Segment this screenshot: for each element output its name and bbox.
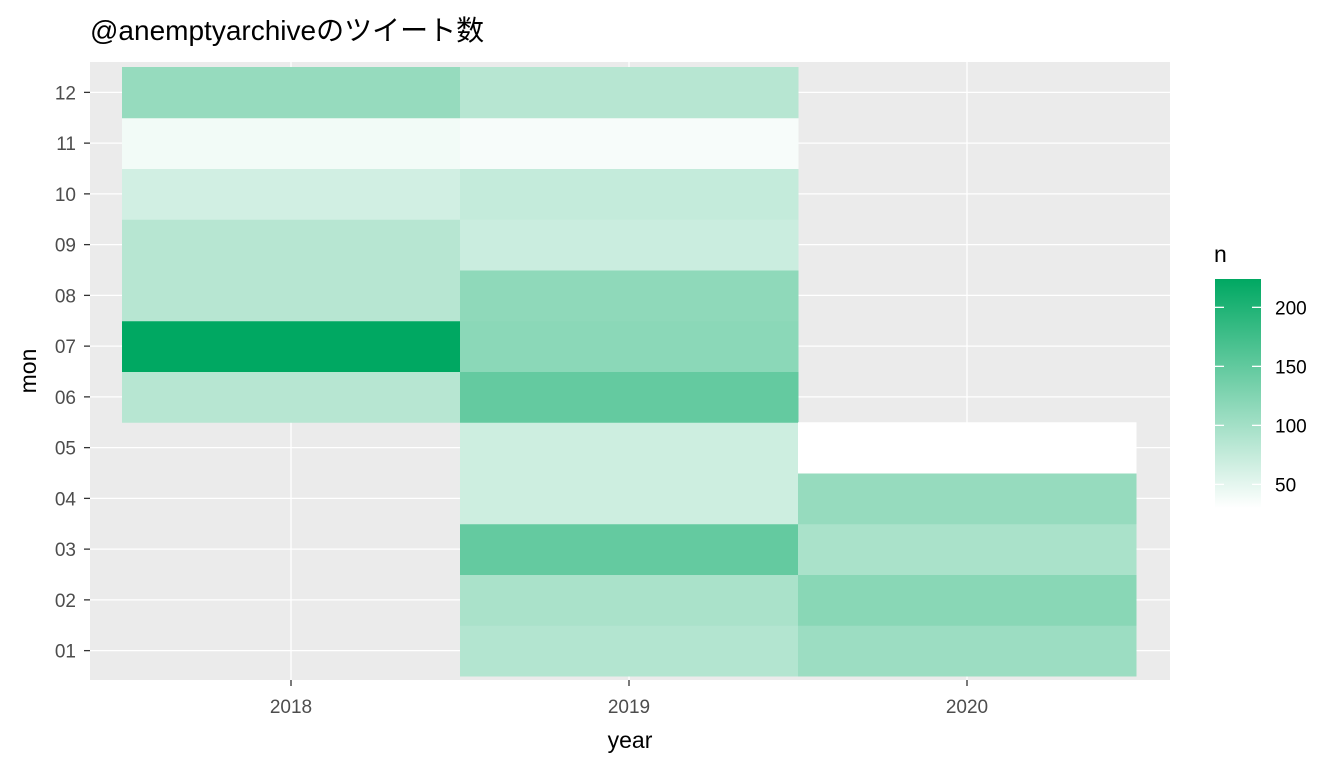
heatmap-cell [460, 270, 799, 322]
heatmap-cell [122, 117, 461, 169]
heatmap-cell [460, 320, 799, 372]
heatmap-cell [798, 574, 1137, 626]
heatmap-cell [460, 117, 799, 169]
heatmap-cell [460, 219, 799, 271]
y-axis-ticks: 01 02 03 04 05 06 07 08 09 10 11 12 [55, 83, 90, 663]
y-tick-label: 11 [56, 134, 76, 155]
heatmap-cell [460, 371, 799, 423]
heatmap-cell [122, 168, 461, 220]
heatmap-cell [460, 523, 799, 575]
heatmap-cell [798, 625, 1137, 677]
heatmap-cell [122, 270, 461, 322]
x-axis-ticks: 2018 2019 2020 [270, 680, 988, 718]
legend-tick-label: 100 [1275, 416, 1307, 437]
heatmap-cell [798, 422, 1137, 474]
heatmap-cell [122, 371, 461, 423]
y-tick-label: 04 [55, 489, 77, 510]
legend-ticks: 50 100 150 200 [1215, 298, 1307, 496]
x-tick-label: 2019 [608, 697, 650, 718]
y-tick-label: 03 [55, 540, 76, 561]
legend-tick-label: 50 [1275, 475, 1296, 496]
y-axis-title: mon [15, 349, 41, 394]
heatmap-cell [122, 320, 461, 372]
x-tick-label: 2020 [946, 697, 988, 718]
legend-title: n [1214, 241, 1227, 267]
legend-tick-label: 150 [1275, 357, 1307, 378]
heatmap-cell [460, 574, 799, 626]
heatmap-cell [798, 523, 1137, 575]
y-tick-label: 09 [55, 236, 76, 257]
legend-colorbar [1215, 279, 1261, 508]
x-axis-title: year [608, 727, 653, 753]
y-tick-label: 07 [55, 337, 76, 358]
x-tick-label: 2018 [270, 697, 312, 718]
heatmap-cells [122, 67, 1137, 677]
y-tick-label: 10 [55, 185, 76, 206]
chart-title: @anemptyarchiveのツイート数 [90, 15, 484, 46]
y-tick-label: 05 [55, 439, 76, 460]
heatmap-cell [460, 473, 799, 525]
heatmap-cell [122, 67, 461, 119]
y-tick-label: 02 [55, 591, 76, 612]
heatmap-cell [798, 473, 1137, 525]
heatmap-cell [460, 625, 799, 677]
y-tick-label: 08 [55, 286, 76, 307]
heatmap-cell [460, 67, 799, 119]
legend-tick-label: 200 [1275, 298, 1307, 319]
color-legend: n 50 100 150 200 [1214, 241, 1307, 508]
y-tick-label: 01 [55, 642, 76, 663]
heatmap-cell [460, 168, 799, 220]
heatmap-cell [122, 219, 461, 271]
heatmap-cell [460, 422, 799, 474]
y-tick-label: 06 [55, 388, 76, 409]
y-tick-label: 12 [55, 83, 76, 104]
